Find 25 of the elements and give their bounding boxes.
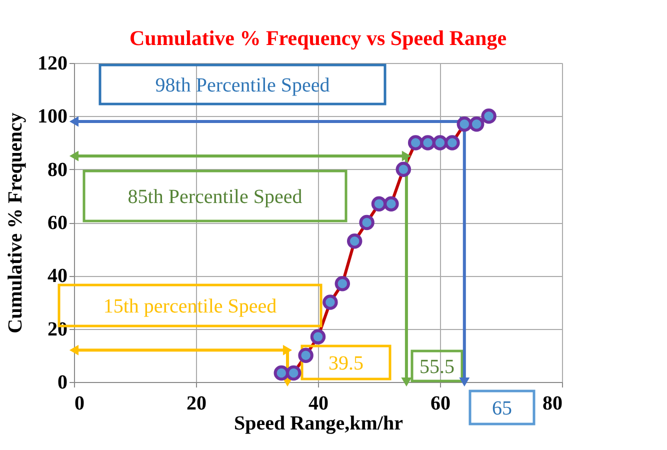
point — [69, 150, 79, 162]
annotation: 55.5 — [420, 356, 454, 378]
point — [402, 150, 411, 162]
x-tick-label: 20 — [186, 392, 206, 414]
y-axis-title: Cumulative % Frequency — [4, 112, 26, 334]
chart-title: Cumulative % Frequency vs Speed Range — [129, 26, 507, 50]
annotation: 98th Percentile Speed — [155, 74, 330, 96]
annotation: 15th percentile Speed — [103, 296, 277, 318]
text: 65 — [492, 398, 512, 420]
x-axis-title: Speed Range,km/hr — [234, 412, 404, 434]
x-tick-label: 80 — [542, 392, 562, 414]
point — [69, 344, 79, 356]
x-tick-label: 0 — [74, 392, 84, 414]
y-tick-label: 100 — [38, 106, 68, 128]
x-tick-label: 60 — [430, 392, 450, 414]
y-tick-label: 120 — [38, 52, 68, 74]
y-tick-label: 40 — [48, 265, 68, 288]
y-tick-label: 60 — [48, 212, 68, 234]
annotation: 85th Percentile Speed — [128, 186, 302, 208]
annotation: 39.5 — [328, 352, 364, 374]
x-tick-label: 40 — [308, 392, 328, 414]
point — [401, 377, 412, 387]
y-tick-label: 0 — [58, 372, 68, 394]
point — [282, 344, 292, 356]
y-tick-label: 80 — [48, 158, 68, 181]
